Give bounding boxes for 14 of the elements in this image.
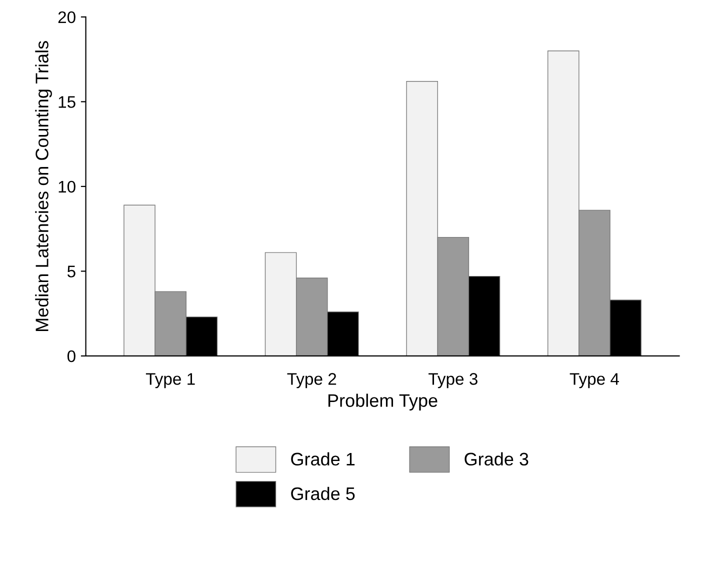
y-tick-label: 20 — [58, 11, 76, 24]
y-tick-label: 5 — [67, 266, 76, 278]
legend-label: Grade 3 — [464, 452, 528, 466]
x-tick-label: Type 2 — [287, 373, 336, 388]
x-tick-label: Type 1 — [146, 373, 195, 388]
y-tick-label: 0 — [67, 350, 76, 362]
legend-label: Grade 1 — [291, 452, 355, 466]
legend-label: Grade 5 — [291, 486, 355, 500]
x-tick-label: Type 3 — [428, 373, 478, 388]
y-axis-title: Median Latencies on Counting Trials — [35, 41, 52, 331]
x-tick-label: Type 4 — [570, 373, 620, 388]
y-tick-label: 10 — [58, 180, 76, 193]
y-tick-label: 15 — [58, 96, 76, 108]
x-axis-title: Problem Type — [328, 394, 438, 411]
